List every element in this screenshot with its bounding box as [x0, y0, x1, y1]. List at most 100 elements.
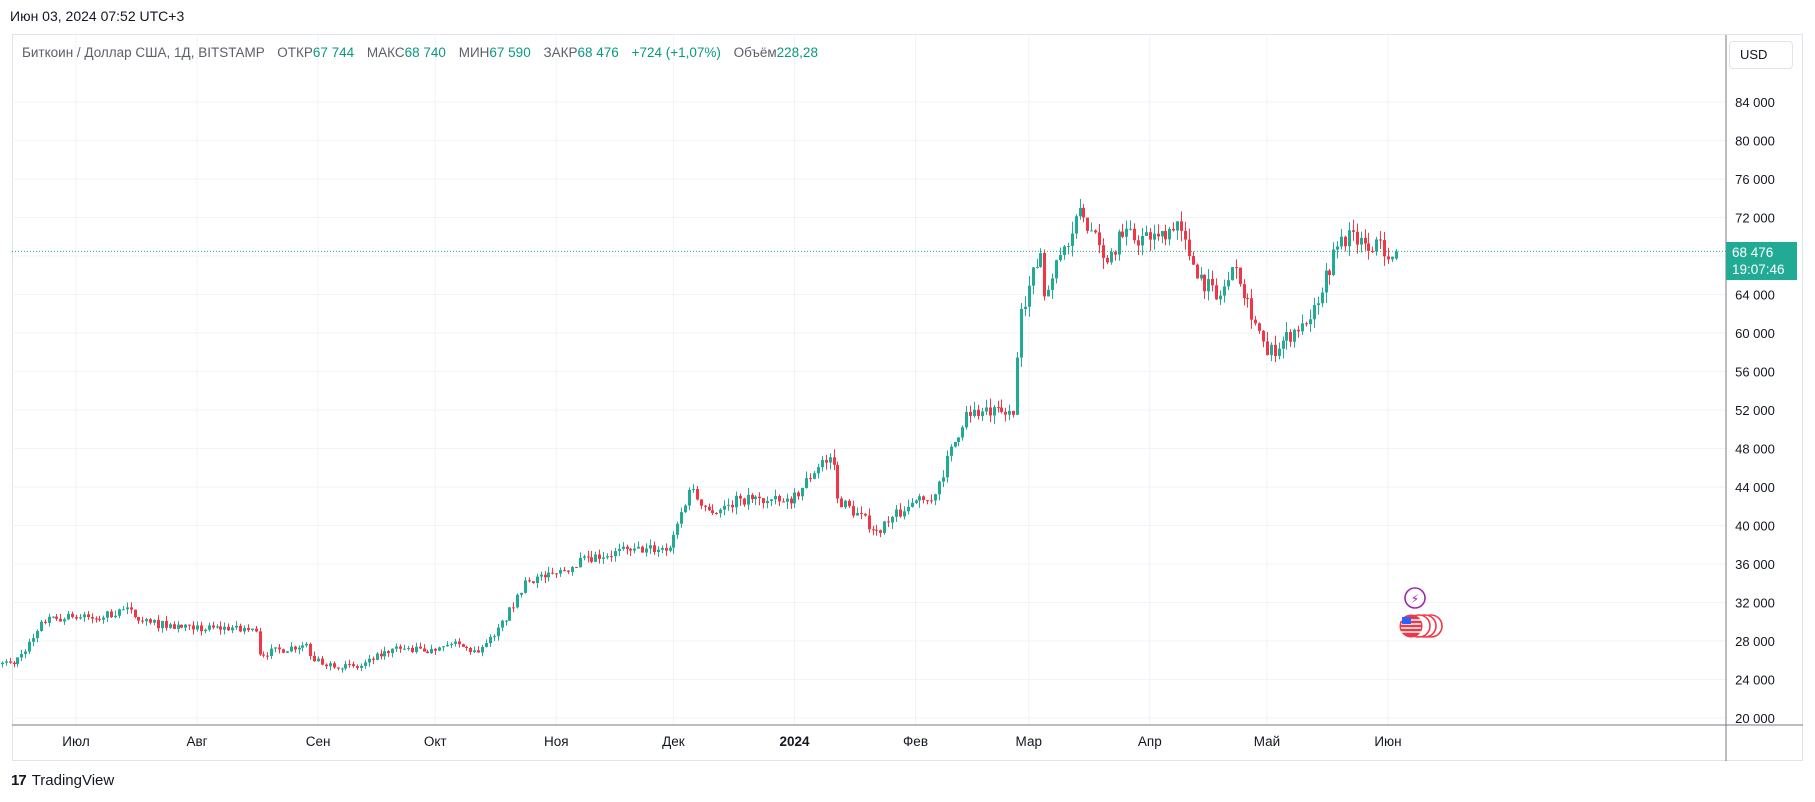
- candle-body: [188, 624, 191, 626]
- open-value: 67 744: [312, 45, 355, 60]
- candle-body: [403, 648, 406, 650]
- candle-body: [274, 647, 277, 649]
- candle-body: [1125, 228, 1128, 237]
- candle-body: [989, 407, 992, 416]
- candle-body: [95, 618, 98, 620]
- candle-body: [262, 654, 265, 656]
- y-tick-label: 72 000: [1735, 211, 1775, 226]
- candle-body: [63, 619, 66, 622]
- candle-body: [575, 567, 578, 569]
- candle-body: [1215, 285, 1218, 300]
- candle-body: [83, 614, 86, 618]
- candle-body: [462, 644, 465, 647]
- candle-body: [1282, 340, 1285, 349]
- candle-body: [1020, 308, 1023, 358]
- close-value: 68 476: [577, 45, 619, 60]
- candle-body: [786, 498, 789, 502]
- y-tick-label: 64 000: [1735, 288, 1775, 303]
- candle-body: [430, 648, 433, 654]
- candle-body: [563, 570, 566, 572]
- candle-body: [1118, 231, 1121, 255]
- candle-body: [255, 628, 258, 632]
- candle-body: [1024, 306, 1027, 309]
- candle-body: [1157, 233, 1160, 237]
- candle-body: [993, 407, 996, 416]
- currency-button[interactable]: USD: [1729, 41, 1793, 69]
- candle-body: [1395, 251, 1398, 259]
- candle-body: [782, 501, 785, 503]
- candle-body: [1340, 236, 1343, 247]
- candle-body: [1133, 228, 1136, 241]
- candle-body: [879, 530, 882, 533]
- candle-body: [957, 437, 960, 442]
- candle-body: [243, 628, 246, 632]
- candle-body: [1082, 207, 1085, 218]
- candle-body: [1348, 230, 1351, 247]
- candle-body: [145, 619, 148, 622]
- candle-body: [419, 646, 422, 649]
- candle-body: [270, 648, 273, 656]
- chart-frame: [12, 34, 1803, 761]
- candle-body: [1285, 331, 1288, 341]
- candle-body: [547, 572, 550, 578]
- x-tick-label: Май: [1254, 734, 1280, 749]
- candle-body: [817, 467, 820, 474]
- candle-body: [442, 646, 445, 648]
- candle-body: [587, 556, 590, 558]
- candle-body: [520, 592, 523, 595]
- candle-body: [981, 411, 984, 416]
- candle-body: [235, 625, 238, 628]
- candle-body: [1254, 319, 1257, 324]
- candle-body: [298, 647, 301, 650]
- candle-body: [184, 624, 187, 628]
- candle-body: [829, 457, 832, 463]
- candle-body: [715, 512, 718, 514]
- candle-body: [1219, 295, 1222, 300]
- candle-body: [903, 511, 906, 517]
- candle-body: [1375, 239, 1378, 252]
- candle-body: [1270, 344, 1273, 356]
- candle-body: [32, 638, 35, 642]
- candle-body: [325, 664, 328, 667]
- candle-body: [204, 629, 207, 632]
- lightning-glyph: ⚡: [1411, 592, 1419, 606]
- candle-body: [317, 658, 320, 662]
- candle-body: [40, 621, 43, 632]
- candle-body: [360, 665, 363, 668]
- candle-body: [44, 621, 47, 623]
- low-label: МИН: [458, 45, 490, 60]
- x-tick-label: Ноя: [544, 734, 569, 749]
- candle-body: [938, 481, 941, 495]
- candle-body: [1188, 239, 1191, 257]
- candle-body: [950, 446, 953, 456]
- candle-body: [122, 609, 125, 611]
- candle-body: [1114, 252, 1117, 255]
- candle-body: [1297, 329, 1300, 332]
- candle-body: [899, 509, 902, 517]
- candle-body: [1086, 217, 1089, 231]
- candle-body: [465, 646, 468, 648]
- candle-body: [1, 662, 4, 665]
- candle-body: [1137, 240, 1140, 246]
- candle-body: [1203, 274, 1206, 292]
- candle-body: [793, 492, 796, 504]
- candle-body: [649, 545, 652, 549]
- candle-body: [598, 554, 601, 559]
- candle-body: [177, 624, 180, 629]
- candle-body: [469, 647, 472, 653]
- candle-body: [454, 641, 457, 644]
- candle-body: [860, 512, 863, 514]
- candle-body: [477, 650, 480, 653]
- candle-body: [59, 618, 62, 622]
- candle-body: [180, 624, 183, 628]
- candle-body: [1243, 284, 1246, 299]
- candle-body: [594, 554, 597, 562]
- candle-body: [1391, 256, 1394, 260]
- candle-body: [1231, 267, 1234, 281]
- symbol-name[interactable]: Биткоин / Доллар США, 1Д, BITSTAMP: [22, 45, 265, 60]
- candle-body: [493, 636, 496, 638]
- candle-body: [997, 407, 1000, 409]
- candle-body: [614, 551, 617, 557]
- tradingview-logo[interactable]: 17 TradingView: [11, 772, 114, 789]
